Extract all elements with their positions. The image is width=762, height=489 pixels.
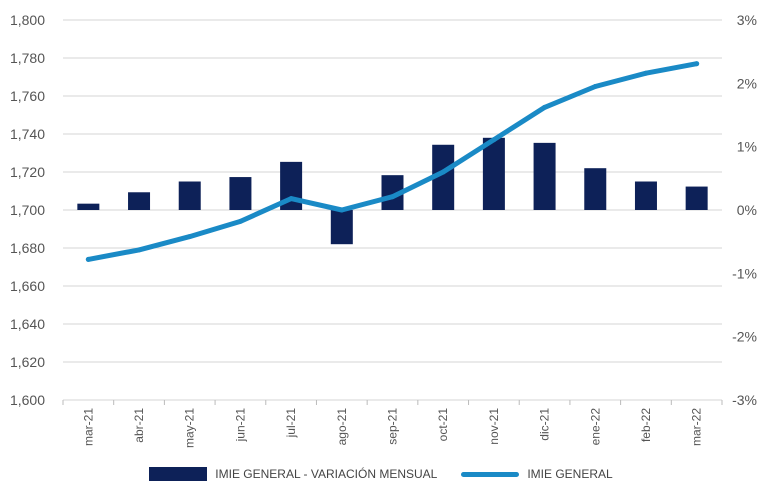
left-tick-label: 1,640 [10,316,45,332]
right-tick-label: 2% [737,75,757,91]
bar [178,181,201,210]
legend-bar-label: IMIE GENERAL - VARIACIÓN MENSUAL [215,467,438,481]
x-tick-label: dic-21 [538,408,552,441]
x-tick-label: oct-21 [436,408,450,442]
bar [229,177,252,210]
left-tick-label: 1,740 [10,126,45,142]
left-tick-label: 1,760 [10,88,45,104]
line-point [339,207,345,213]
line-series [85,61,700,262]
chart: 1,600 1,620 1,640 1,660 1,680 1,700 1,720 1,740… [10,12,757,448]
line-point [440,169,446,175]
line-point [136,247,142,253]
bar [330,210,353,245]
legend-bar-swatch [149,467,208,481]
bar [77,203,100,210]
right-tick-label: 1% [737,139,757,155]
bar-series [77,137,708,245]
left-tick-label: 1,600 [10,392,45,408]
line-point [390,194,395,200]
line-point [187,234,193,240]
left-axis-ticks: 1,600 1,620 1,640 1,660 1,680 1,700 1,720 1,740… [10,12,45,408]
left-tick-label: 1,720 [10,164,45,180]
legend-line-label: IMIE GENERAL [527,467,613,481]
x-tick-label: mar-22 [690,408,704,446]
legend-item-bar: IMIE GENERAL - VARIACIÓN MENSUAL [149,467,437,481]
right-axis-ticks: -3% -2% -1% 0% 1% 2% 3% [732,12,757,408]
left-tick-label: 1,800 [10,12,45,28]
line-point [643,70,649,76]
left-tick-label: 1,660 [10,278,45,294]
line-point [491,137,497,143]
legend-item-line: IMIE GENERAL [461,467,613,481]
right-tick-label: 3% [737,12,757,28]
bar [128,192,151,210]
right-tick-label: -2% [732,329,757,345]
right-tick-label: 0% [737,202,757,218]
x-tick-label: feb-22 [639,408,653,442]
line-point [288,196,294,202]
left-tick-label: 1,780 [10,50,45,66]
x-tick-label: mar-21 [81,408,95,446]
line-point [85,256,91,262]
right-tick-label: -1% [732,265,757,281]
x-tick-label: abr-21 [132,408,146,443]
legend: IMIE GENERAL - VARIACIÓN MENSUAL IMIE GE… [0,467,762,481]
x-axis-ticks: mar-21 abr-21 may-21 jun-21 jul-21 ago-21 sep-… [62,400,723,448]
x-tick-label: nov-21 [487,408,501,445]
x-tick-label: jul-21 [284,408,298,439]
line-point [694,61,700,67]
line-point [592,84,598,89]
right-tick-label: -3% [732,392,757,408]
bar [685,186,708,210]
bar [381,175,404,210]
line-point [542,104,548,110]
bar [432,144,455,210]
legend-line-swatch [461,471,520,477]
line-point [237,218,243,224]
bar [584,168,607,210]
left-tick-label: 1,700 [10,202,45,218]
bar [482,137,505,210]
bar [634,181,657,210]
x-tick-label: ago-21 [335,408,349,446]
left-tick-label: 1,680 [10,240,45,256]
x-tick-label: sep-21 [386,408,400,445]
bar [533,142,556,210]
x-tick-label: ene-22 [588,408,602,446]
left-tick-label: 1,620 [10,354,45,370]
x-tick-label: may-21 [183,408,197,448]
x-tick-label: jun-21 [233,408,247,443]
line-path [85,61,700,262]
